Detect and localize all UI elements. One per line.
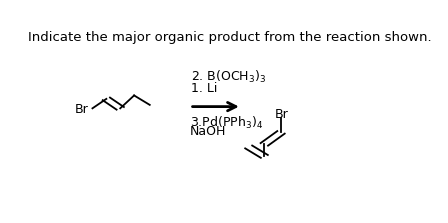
Text: 2. B(OCH$_3$)$_3$: 2. B(OCH$_3$)$_3$ <box>191 69 267 85</box>
Text: Indicate the major organic product from the reaction shown.: Indicate the major organic product from … <box>28 31 431 44</box>
Text: NaOH: NaOH <box>190 125 226 138</box>
Text: Br: Br <box>75 103 89 116</box>
Text: 1. Li: 1. Li <box>191 83 218 95</box>
Text: 3.Pd(PPh$_3$)$_4$: 3.Pd(PPh$_3$)$_4$ <box>190 115 263 131</box>
Text: Br: Br <box>275 108 289 121</box>
